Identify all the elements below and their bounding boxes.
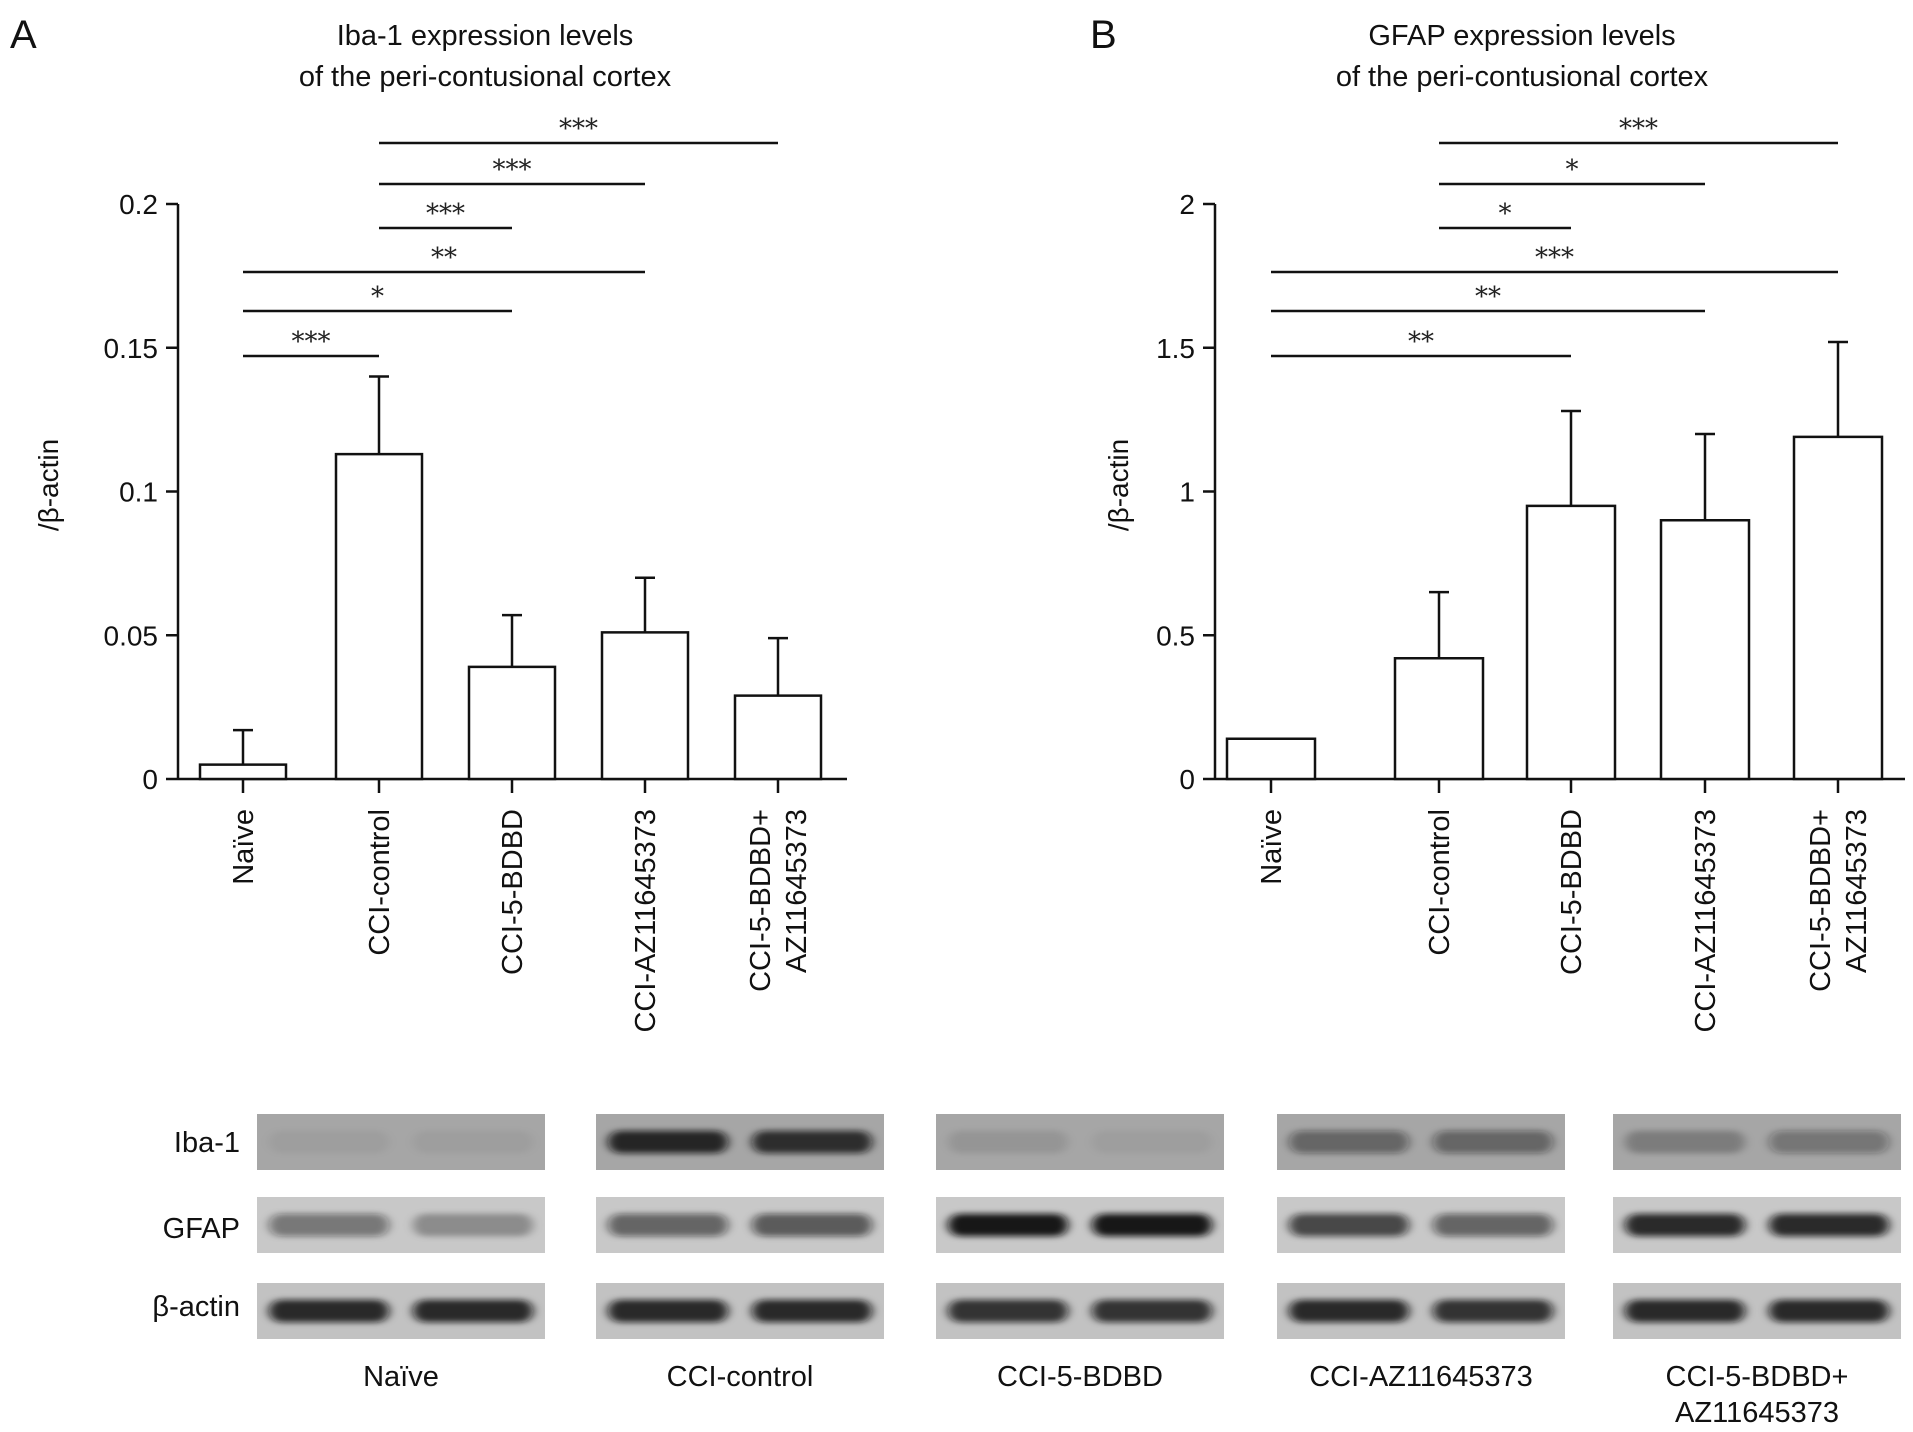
panel-a-bar: [467, 665, 557, 781]
panel-b-category-label: AZ11645373: [1841, 809, 1873, 973]
panel-a-significance-label: ***: [559, 114, 598, 144]
panel-b-marks: 0 0.5 1 1.5 2 Naïve CCI-control CCI-5-BDBD CCI-A…: [1156, 114, 1905, 1033]
blot-band: [1092, 1299, 1212, 1323]
panel-a-bar: [733, 694, 823, 781]
blot-band: [1433, 1130, 1553, 1154]
panel-b-chart: B GFAP expression levels of the peri-con…: [1090, 13, 1905, 1033]
panel-b-letter: B: [1090, 13, 1117, 57]
blot-band: [608, 1299, 728, 1323]
panel-b-bar: [1225, 737, 1317, 781]
panel-b-significance-label: *: [1566, 155, 1579, 185]
blot-band: [1625, 1130, 1745, 1154]
blot-band: [413, 1299, 533, 1323]
blot-band: [752, 1213, 872, 1237]
panel-b-y-tick-label: 0: [1179, 764, 1195, 795]
panel-b-title-line-2: of the peri-contusional cortex: [1336, 61, 1709, 93]
blot-band: [1433, 1213, 1553, 1237]
panel-b-category-label: CCI-5-BDBD+: [1805, 809, 1837, 992]
blot-band: [1433, 1299, 1553, 1323]
panel-a-chart: A Iba-1 expression levels of the peri-co…: [10, 13, 847, 1033]
panel-a-y-tick-label: 0.05: [104, 620, 159, 651]
panel-a-y-tick-label: 0: [142, 764, 158, 795]
blot-band: [1625, 1299, 1745, 1323]
panel-b-significance-label: **: [1475, 282, 1501, 312]
panel-a-category-label: AZ11645373: [781, 809, 813, 973]
blot-group-label: CCI-AZ11645373: [1309, 1361, 1533, 1393]
panel-a-y-tick-label: 0.15: [104, 333, 159, 364]
blot-band: [948, 1130, 1068, 1154]
blot-band: [608, 1213, 728, 1237]
blot-band: [1769, 1130, 1889, 1154]
blot-band: [1289, 1213, 1409, 1237]
panel-b-y-tick-label: 0.5: [1156, 620, 1195, 651]
panel-b-y-tick-label: 1: [1179, 477, 1195, 508]
blot-row-label-iba1: Iba-1: [174, 1127, 240, 1159]
panel-a-significance-label: *: [371, 282, 384, 312]
panel-a-bar: [334, 452, 424, 781]
panel-a-letter: A: [10, 13, 37, 57]
blot-band: [413, 1130, 533, 1154]
panel-b-significance-label: *: [1499, 199, 1512, 229]
panel-b-bar: [1525, 504, 1617, 781]
panel-b-significance-label: **: [1408, 327, 1434, 357]
blot-band: [1625, 1213, 1745, 1237]
panel-a-bar: [600, 631, 690, 781]
blot-row-label-beta-actin: β-actin: [152, 1291, 240, 1323]
blot-marks: Naïve CCI-control CCI-5-BDBD CCI-AZ11645373…: [257, 1114, 1901, 1429]
blot-band: [1289, 1130, 1409, 1154]
panel-b-category-label: CCI-5-BDBD: [1556, 809, 1588, 975]
blot-band: [413, 1213, 533, 1237]
panel-b-category-label: CCI-AZ11645373: [1690, 809, 1722, 1033]
panel-a-y-tick-label: 0.2: [119, 189, 158, 220]
panel-a-y-tick-label: 0.1: [119, 477, 158, 508]
panel-b-y-axis-label: /β-actin: [1103, 439, 1134, 531]
blot-band: [608, 1130, 728, 1154]
panel-a-category-label: CCI-AZ11645373: [630, 809, 662, 1033]
panel-b-y-tick-label: 2: [1179, 189, 1195, 220]
blot-band: [948, 1299, 1068, 1323]
panel-b-bar: [1393, 657, 1485, 781]
blot-group-label: AZ11645373: [1675, 1397, 1839, 1429]
panel-b-y-tick-label: 1.5: [1156, 333, 1195, 364]
blot-band: [1769, 1299, 1889, 1323]
blot-band: [1092, 1130, 1212, 1154]
blot-band: [1769, 1213, 1889, 1237]
panel-b-category-label: Naïve: [1256, 809, 1288, 885]
blot-row-label-gfap: GFAP: [163, 1213, 240, 1245]
panel-a-category-label: CCI-5-BDBD: [497, 809, 529, 975]
panel-b-significance-label: ***: [1535, 243, 1574, 273]
panel-a-y-axis-label: /β-actin: [33, 439, 64, 531]
blot-band: [269, 1213, 389, 1237]
panel-a-significance-label: **: [431, 243, 457, 273]
panel-a-significance-label: ***: [426, 199, 465, 229]
panel-b-bar: [1659, 519, 1751, 781]
blot-group-label: Naïve: [363, 1361, 439, 1393]
blot-band: [269, 1130, 389, 1154]
blot-group-label: CCI-control: [667, 1361, 814, 1393]
blot-group-label: CCI-5-BDBD: [997, 1361, 1163, 1393]
panel-a-marks: 0 0.05 0.1 0.15 0.2 Naïve CCI-control CCI-5-BDB…: [104, 114, 847, 1033]
panel-a-bar: [198, 763, 288, 781]
blot-band: [752, 1299, 872, 1323]
panel-a-title-line-1: Iba-1 expression levels: [337, 20, 634, 52]
panel-b-significance-label: ***: [1619, 114, 1658, 144]
panel-a-significance-label: ***: [493, 155, 532, 185]
panel-a-category-label: Naïve: [228, 809, 260, 885]
blot-band: [752, 1130, 872, 1154]
blot-band: [1289, 1299, 1409, 1323]
panel-b-title-line-1: GFAP expression levels: [1368, 20, 1675, 52]
blot-band: [269, 1299, 389, 1323]
panel-b-bar: [1792, 435, 1884, 781]
panel-a-category-label: CCI-5-BDBD+: [745, 809, 777, 992]
blot-band: [948, 1213, 1068, 1237]
blot-group-label: CCI-5-BDBD+: [1666, 1361, 1849, 1393]
panel-a-significance-label: ***: [292, 327, 331, 357]
blot-band: [1092, 1213, 1212, 1237]
western-blot: Iba-1 GFAP β-actin Naïve CCI-control CCI-5…: [152, 1114, 1901, 1429]
panel-a-title-line-2: of the peri-contusional cortex: [299, 61, 672, 93]
panel-a-category-label: CCI-control: [364, 809, 396, 956]
panel-b-category-label: CCI-control: [1424, 809, 1456, 956]
